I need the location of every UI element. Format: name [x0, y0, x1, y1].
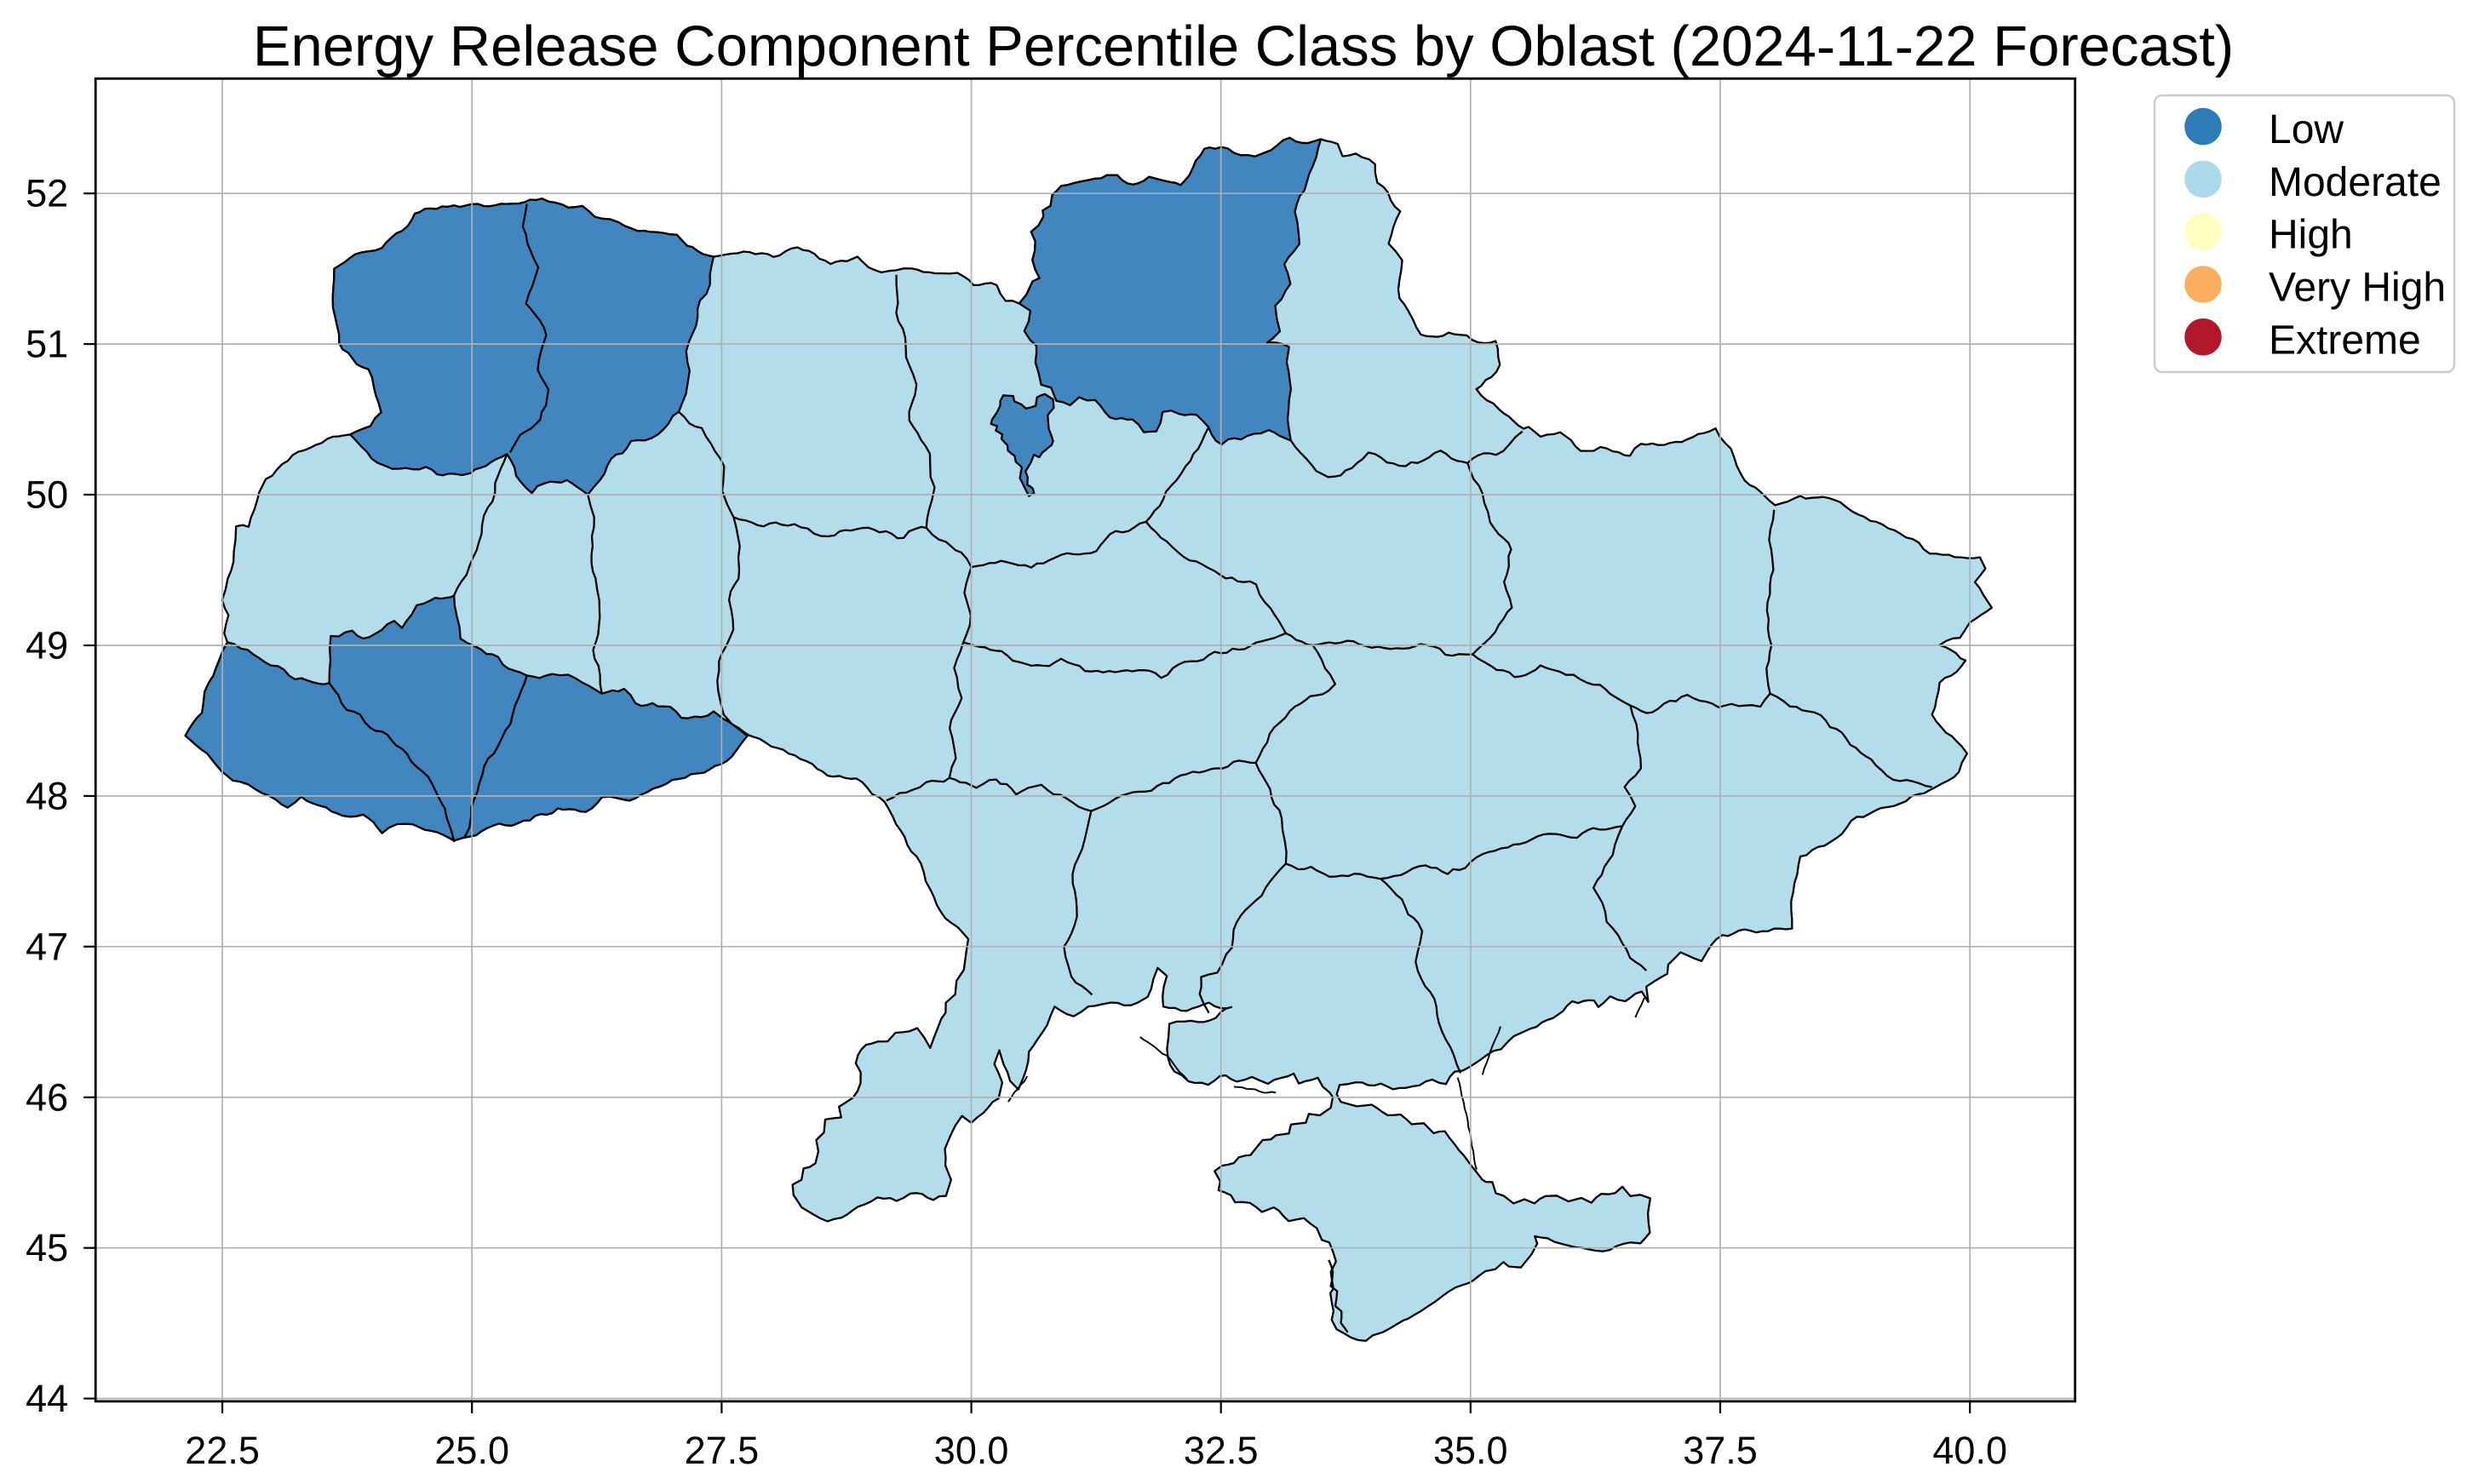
svg-text:49: 49: [26, 624, 68, 668]
svg-text:44: 44: [26, 1377, 68, 1420]
svg-text:40.0: 40.0: [1932, 1429, 2007, 1472]
svg-text:47: 47: [26, 925, 68, 968]
svg-text:35.0: 35.0: [1433, 1429, 1508, 1472]
svg-text:High: High: [2269, 213, 2353, 258]
svg-text:50: 50: [26, 473, 68, 517]
svg-text:Very High: Very High: [2269, 266, 2446, 311]
svg-text:Low: Low: [2269, 107, 2344, 152]
svg-text:Energy Release Component Perce: Energy Release Component Percentile Clas…: [253, 14, 2234, 78]
svg-text:Extreme: Extreme: [2269, 318, 2421, 363]
svg-text:27.5: 27.5: [685, 1429, 760, 1472]
svg-text:30.0: 30.0: [934, 1429, 1009, 1472]
svg-text:37.5: 37.5: [1683, 1429, 1758, 1472]
svg-text:51: 51: [26, 323, 68, 366]
svg-text:32.5: 32.5: [1184, 1429, 1259, 1472]
svg-text:45: 45: [26, 1226, 68, 1269]
svg-text:46: 46: [26, 1075, 68, 1119]
svg-text:22.5: 22.5: [185, 1429, 260, 1472]
svg-text:52: 52: [26, 172, 68, 215]
svg-text:Moderate: Moderate: [2269, 160, 2442, 205]
svg-text:48: 48: [26, 774, 68, 817]
svg-text:25.0: 25.0: [434, 1429, 509, 1472]
